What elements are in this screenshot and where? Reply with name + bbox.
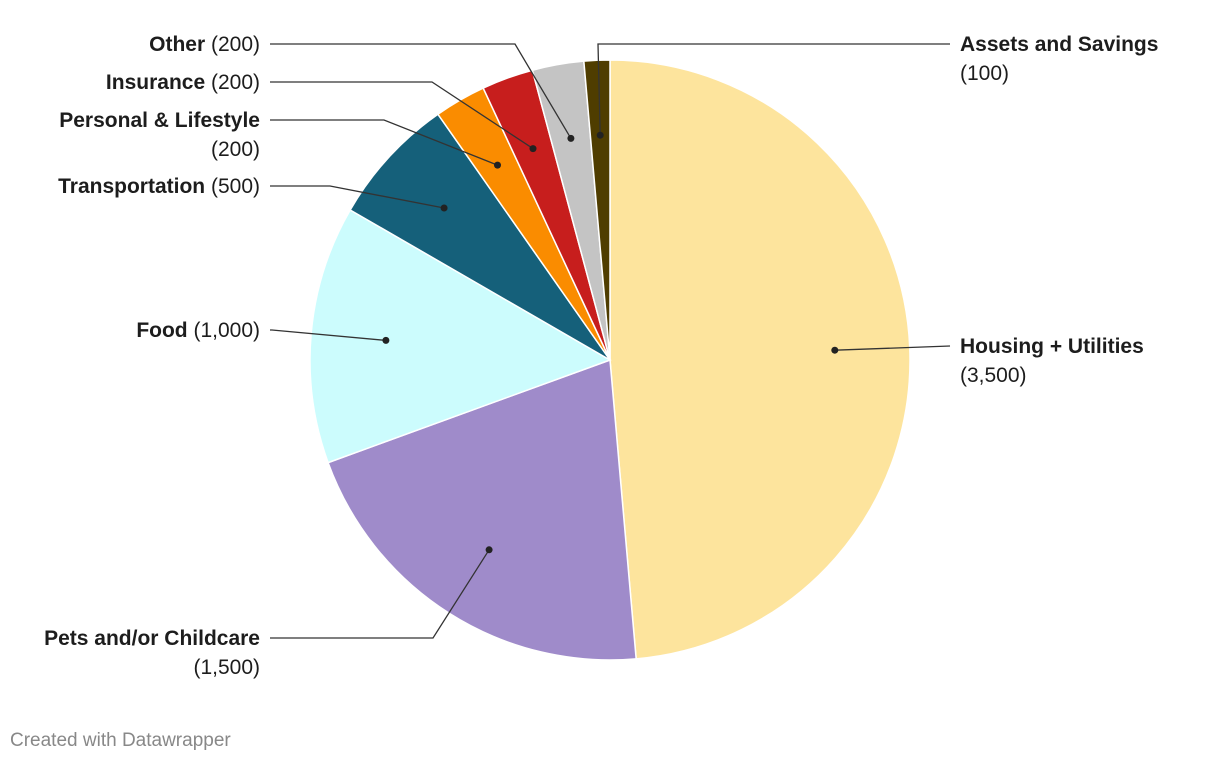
leader-line-personal-lifestyle [270,119,498,166]
slice-label-name: Insurance [106,71,205,94]
leader-line-housing-utilities [834,345,951,351]
pie-slice-transportation [349,113,611,361]
slice-label-food: Food (1,000) [136,319,260,342]
slice-label-personal-lifestyle: Personal & Lifestyle (200) [59,109,260,161]
slice-label-other: Other (200) [149,33,260,56]
slice-label-assets-and-savings: Assets and Savings (100) [960,33,1158,85]
leader-line-assets-and-savings [597,43,950,136]
slice-label-name: Other [149,33,205,56]
leader-line-food [270,329,386,342]
leader-dot-food [382,336,390,344]
leader-dot-housing-utilities [831,346,839,354]
pie-slice-housing-utilities [609,59,911,660]
slice-label-value: (1,000) [188,319,260,342]
leader-dot-other [567,134,575,142]
slice-label-value: (3,500) [960,364,1027,387]
slice-label-value: (200) [205,33,260,56]
leader-dot-pets-and-or-childcare [485,546,493,554]
datawrapper-credit: Created with Datawrapper [10,730,231,751]
slice-label-value: (500) [205,175,260,198]
slice-label-name: Personal & Lifestyle [59,109,260,132]
slice-label-housing-utilities: Housing + Utilities (3,500) [960,335,1144,387]
slice-label-value: (200) [205,71,260,94]
leader-line-pets-and-or-childcare [270,549,490,639]
leader-dot-insurance [529,145,537,153]
slice-labels: Housing + Utilities (3,500) Pets and/or Ch… [44,33,1158,679]
leader-lines [270,43,951,639]
leader-line-other [270,43,572,139]
slice-label-transportation: Transportation (500) [58,175,260,198]
slice-label-value: (100) [960,62,1009,85]
slice-label-pets-and-or-childcare: Pets and/or Childcare (1,500) [44,627,260,679]
slice-label-name: Transportation [58,175,205,198]
slice-label-value: (200) [211,138,260,161]
slice-label-name: Pets and/or Childcare [44,627,260,650]
leader-dot-transportation [440,204,448,212]
pie-slices [309,59,911,661]
slice-label-name: Housing + Utilities [960,335,1144,358]
slice-label-name: Assets and Savings [960,33,1158,56]
leader-line-transportation [270,185,445,209]
slice-label-value: (1,500) [193,656,260,679]
slice-label-name: Food [136,319,187,342]
leader-dot-assets-and-savings [596,131,604,139]
leader-line-insurance [270,81,534,150]
leader-dot-personal-lifestyle [494,161,501,169]
slice-label-insurance: Insurance (200) [106,71,260,94]
